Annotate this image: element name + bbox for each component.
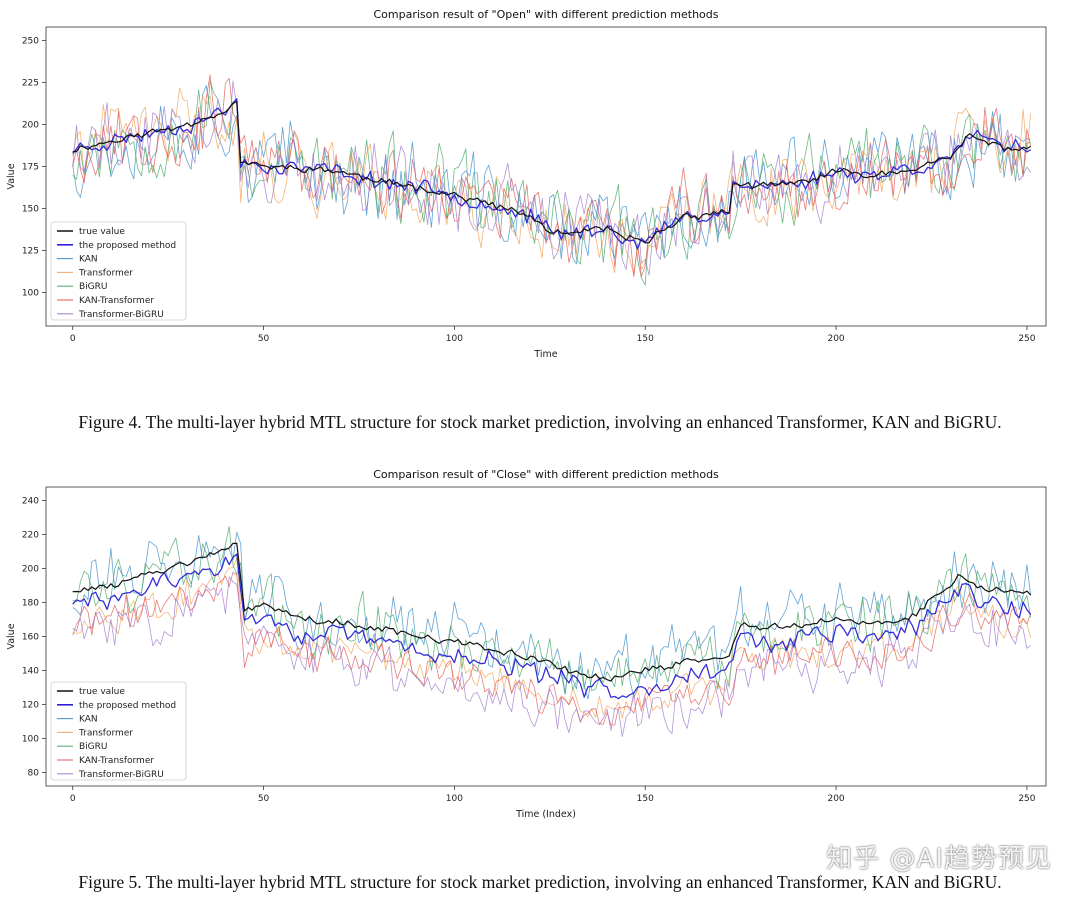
plot-frame (45, 26, 1047, 327)
x-axis-label: Time (533, 349, 557, 360)
series-line-transformer-bigru (72, 80, 1032, 276)
y-tick-label: 200 (22, 565, 39, 575)
x-tick-label: 150 (637, 794, 654, 804)
y-tick-label: 140 (22, 666, 39, 676)
y-tick-label: 125 (22, 246, 39, 256)
x-tick-label: 100 (446, 794, 463, 804)
x-tick-label: 0 (70, 334, 76, 344)
series-line-kan (72, 85, 1031, 265)
y-tick-label: 80 (28, 768, 40, 778)
figure-5-caption: Figure 5. The multi-layer hybrid MTL str… (78, 872, 1002, 892)
x-tick-label: 200 (827, 794, 844, 804)
x-tick-label: 50 (258, 334, 270, 344)
y-tick-label: 250 (22, 36, 39, 46)
y-tick-label: 150 (22, 204, 39, 214)
figure-4-caption: Figure 4. The multi-layer hybrid MTL str… (78, 412, 1002, 432)
legend-label: KAN (79, 715, 98, 725)
legend-label: true value (79, 687, 125, 697)
x-tick-label: 250 (1018, 334, 1035, 344)
series-line-kan-transformer (72, 571, 1032, 726)
y-tick-label: 100 (22, 734, 39, 744)
legend: true value the proposed method KAN Transfor… (50, 221, 187, 321)
series-line-bigru (72, 526, 1032, 695)
x-tick-label: 50 (258, 794, 270, 804)
series-line-true-value (72, 542, 1032, 682)
y-tick-label: 200 (22, 120, 39, 130)
legend-label: BiGRU (79, 282, 108, 292)
x-axis-label: Time (Index) (515, 809, 576, 820)
series-line-transformer-bigru (72, 576, 1031, 738)
y-tick-label: 120 (22, 700, 39, 710)
x-tick-label: 100 (446, 334, 463, 344)
x-tick-label: 200 (827, 334, 844, 344)
legend-label: KAN-Transformer (79, 756, 154, 766)
y-tick-label: 100 (22, 288, 39, 298)
x-tick-label: 0 (70, 794, 76, 804)
close-comparison-chart: Comparison result of "Close" with differ… (6, 468, 1047, 820)
y-tick-label: 180 (22, 599, 39, 609)
x-tick-label: 250 (1018, 794, 1035, 804)
legend-label: BiGRU (79, 742, 108, 752)
legend: true value the proposed method KAN Transfor… (50, 681, 187, 781)
series-line-the-proposed-method (72, 553, 1032, 700)
legend-label: KAN (79, 255, 98, 265)
legend-label: Transformer (78, 268, 133, 278)
y-axis-label: Value (6, 623, 17, 649)
x-tick-label: 150 (637, 334, 654, 344)
series-line-kan-transformer (72, 74, 1032, 278)
y-tick-label: 225 (22, 78, 39, 88)
legend-label: the proposed method (79, 701, 176, 711)
chart-title: Comparison result of "Open" with differe… (373, 8, 718, 21)
y-tick-label: 175 (22, 162, 39, 172)
legend-box (50, 681, 187, 781)
legend-label: the proposed method (79, 241, 176, 251)
watermark: 知乎 @AI趋势预见 (826, 844, 1052, 874)
series-line-kan (72, 531, 1032, 700)
chart-title: Comparison result of "Close" with differ… (373, 468, 719, 481)
open-comparison-chart: Comparison result of "Open" with differe… (6, 8, 1047, 360)
y-tick-label: 220 (22, 531, 39, 541)
y-axis-label: Value (6, 163, 17, 189)
legend-label: KAN-Transformer (79, 296, 154, 306)
legend-label: Transformer-BiGRU (78, 310, 164, 320)
y-tick-label: 160 (22, 633, 39, 643)
legend-label: Transformer-BiGRU (78, 770, 164, 780)
series-line-true-value (72, 100, 1032, 244)
legend-box (50, 221, 187, 321)
legend-label: true value (79, 227, 125, 237)
legend-label: Transformer (78, 728, 133, 738)
y-tick-label: 240 (22, 497, 39, 507)
